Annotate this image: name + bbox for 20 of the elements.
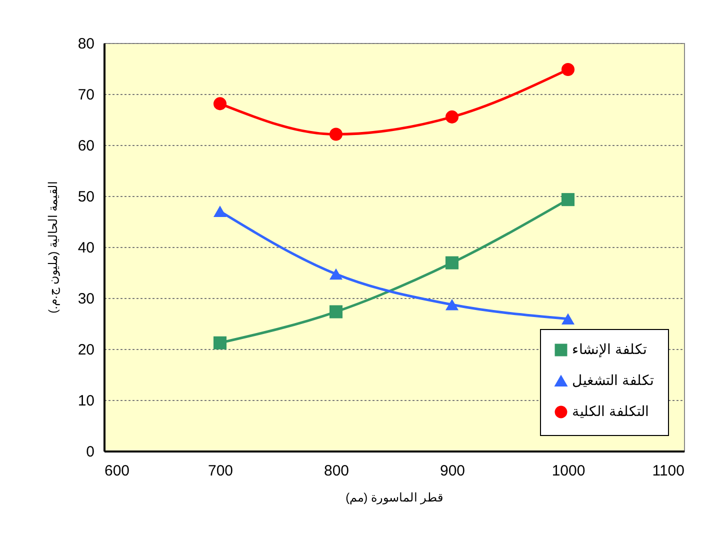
y-tick-label: 10 bbox=[78, 392, 94, 410]
y-tick-label: 50 bbox=[78, 188, 94, 206]
y-tick-label: 70 bbox=[78, 86, 94, 104]
x-axis-title: قطر الماسورة (مم) bbox=[346, 490, 444, 504]
legend-label: تكلفة الإنشاء bbox=[572, 341, 647, 358]
y-tick-label: 40 bbox=[78, 240, 94, 256]
x-tick-label: 1100 bbox=[652, 462, 684, 480]
legend-label: التكلفة الكلية bbox=[572, 403, 649, 419]
y-tick-label: 20 bbox=[78, 342, 94, 358]
x-tick-label: 900 bbox=[440, 462, 466, 480]
y-axis-title: القيمة الحالية (مليون ج.م.) bbox=[46, 182, 60, 314]
y-tick-label: 30 bbox=[78, 290, 94, 308]
x-tick-label: 700 bbox=[208, 462, 234, 480]
legend-label: تكلفة التشغيل bbox=[572, 372, 654, 388]
x-tick-label: 800 bbox=[324, 462, 350, 480]
x-tick-label: 600 bbox=[104, 462, 130, 480]
x-tick-label: 1000 bbox=[552, 462, 586, 480]
y-tick-label: 0 bbox=[86, 444, 94, 460]
y-tick-label: 60 bbox=[78, 138, 94, 154]
y-tick-label: 80 bbox=[78, 36, 94, 52]
